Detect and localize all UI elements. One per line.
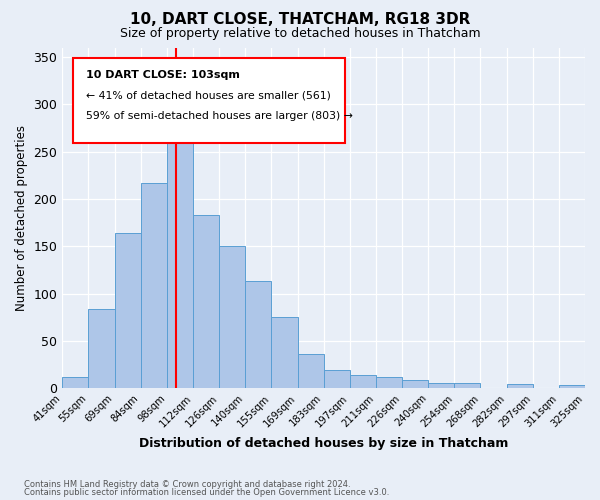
Text: Size of property relative to detached houses in Thatcham: Size of property relative to detached ho… [119,28,481,40]
Bar [506,384,533,388]
Bar [454,384,481,388]
Bar [323,370,350,388]
Text: 10, DART CLOSE, THATCHAM, RG18 3DR: 10, DART CLOSE, THATCHAM, RG18 3DR [130,12,470,28]
Bar [298,354,323,388]
Text: 59% of semi-detached houses are larger (803) →: 59% of semi-detached houses are larger (… [86,110,353,120]
Bar [350,375,376,388]
Bar [62,377,88,388]
Text: Contains public sector information licensed under the Open Government Licence v3: Contains public sector information licen… [24,488,389,497]
Bar [88,308,115,388]
Bar [115,233,140,388]
Bar [140,183,167,388]
FancyBboxPatch shape [73,58,344,143]
Bar [376,377,402,388]
Bar [402,380,428,388]
Bar [193,215,219,388]
Text: 10 DART CLOSE: 103sqm: 10 DART CLOSE: 103sqm [86,70,239,80]
Bar [271,317,298,388]
X-axis label: Distribution of detached houses by size in Thatcham: Distribution of detached houses by size … [139,437,508,450]
Bar [559,386,585,388]
Bar [245,281,271,388]
Text: ← 41% of detached houses are smaller (561): ← 41% of detached houses are smaller (56… [86,90,331,100]
Bar [219,246,245,388]
Bar [428,382,454,388]
Text: Contains HM Land Registry data © Crown copyright and database right 2024.: Contains HM Land Registry data © Crown c… [24,480,350,489]
Y-axis label: Number of detached properties: Number of detached properties [15,125,28,311]
Bar [167,116,193,388]
